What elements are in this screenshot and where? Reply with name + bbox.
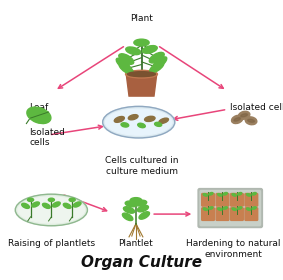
- Ellipse shape: [248, 119, 254, 122]
- Ellipse shape: [32, 202, 39, 207]
- Ellipse shape: [203, 208, 207, 211]
- Text: Isolated
cells: Isolated cells: [29, 128, 65, 147]
- Ellipse shape: [245, 117, 257, 125]
- FancyBboxPatch shape: [202, 193, 215, 206]
- Ellipse shape: [231, 115, 243, 123]
- Ellipse shape: [223, 207, 227, 209]
- Ellipse shape: [142, 46, 157, 53]
- Ellipse shape: [252, 193, 256, 195]
- Ellipse shape: [149, 52, 164, 63]
- Ellipse shape: [232, 208, 236, 211]
- Ellipse shape: [63, 203, 71, 208]
- Ellipse shape: [130, 198, 142, 203]
- Ellipse shape: [106, 109, 172, 135]
- Ellipse shape: [128, 72, 155, 77]
- Ellipse shape: [155, 122, 162, 126]
- Ellipse shape: [139, 212, 149, 219]
- Ellipse shape: [159, 118, 168, 123]
- Ellipse shape: [22, 203, 29, 208]
- Ellipse shape: [203, 193, 207, 196]
- Text: Cells cultured in
culture medium: Cells cultured in culture medium: [105, 157, 178, 176]
- Ellipse shape: [128, 115, 138, 120]
- Ellipse shape: [42, 203, 50, 208]
- Ellipse shape: [27, 198, 34, 202]
- Ellipse shape: [27, 107, 51, 123]
- FancyBboxPatch shape: [231, 208, 243, 220]
- FancyBboxPatch shape: [200, 190, 260, 226]
- Ellipse shape: [237, 193, 242, 195]
- FancyBboxPatch shape: [202, 208, 215, 220]
- Text: Raising of plantlets: Raising of plantlets: [8, 239, 95, 248]
- Ellipse shape: [123, 213, 133, 221]
- FancyBboxPatch shape: [231, 193, 243, 206]
- Ellipse shape: [152, 57, 167, 69]
- Ellipse shape: [237, 207, 242, 209]
- FancyBboxPatch shape: [198, 188, 262, 228]
- Text: Isolated cells: Isolated cells: [230, 102, 283, 111]
- Ellipse shape: [126, 47, 141, 55]
- Ellipse shape: [234, 118, 241, 121]
- Ellipse shape: [209, 207, 213, 209]
- Text: Leaf: Leaf: [29, 102, 48, 111]
- Ellipse shape: [223, 193, 227, 195]
- Ellipse shape: [246, 193, 251, 196]
- Ellipse shape: [69, 198, 75, 202]
- Text: Plant: Plant: [130, 14, 153, 23]
- Ellipse shape: [138, 123, 145, 128]
- Ellipse shape: [73, 202, 81, 207]
- Ellipse shape: [232, 193, 236, 196]
- Ellipse shape: [18, 197, 85, 223]
- Ellipse shape: [238, 111, 250, 119]
- FancyBboxPatch shape: [245, 193, 258, 206]
- Ellipse shape: [119, 63, 133, 74]
- Ellipse shape: [150, 62, 164, 73]
- Ellipse shape: [209, 193, 213, 195]
- Ellipse shape: [126, 70, 157, 78]
- Text: Hardening to natural
environment: Hardening to natural environment: [186, 239, 280, 259]
- Ellipse shape: [134, 39, 149, 46]
- Polygon shape: [126, 74, 157, 96]
- Ellipse shape: [121, 123, 129, 127]
- Ellipse shape: [119, 54, 134, 64]
- Ellipse shape: [246, 208, 251, 211]
- Ellipse shape: [15, 194, 87, 226]
- Text: Plantlet: Plantlet: [119, 239, 153, 248]
- Ellipse shape: [125, 201, 137, 207]
- FancyBboxPatch shape: [216, 208, 229, 220]
- Ellipse shape: [103, 106, 175, 138]
- Text: Organ Culture: Organ Culture: [81, 255, 202, 270]
- Ellipse shape: [116, 58, 131, 71]
- Ellipse shape: [123, 207, 135, 213]
- Ellipse shape: [241, 114, 248, 117]
- FancyBboxPatch shape: [216, 193, 229, 206]
- Ellipse shape: [145, 116, 155, 122]
- Ellipse shape: [135, 200, 147, 206]
- Ellipse shape: [218, 193, 222, 196]
- Ellipse shape: [218, 208, 222, 211]
- Ellipse shape: [52, 202, 60, 207]
- Ellipse shape: [114, 116, 124, 122]
- Ellipse shape: [48, 198, 54, 202]
- Ellipse shape: [137, 205, 149, 212]
- FancyBboxPatch shape: [245, 208, 258, 220]
- Ellipse shape: [252, 207, 256, 209]
